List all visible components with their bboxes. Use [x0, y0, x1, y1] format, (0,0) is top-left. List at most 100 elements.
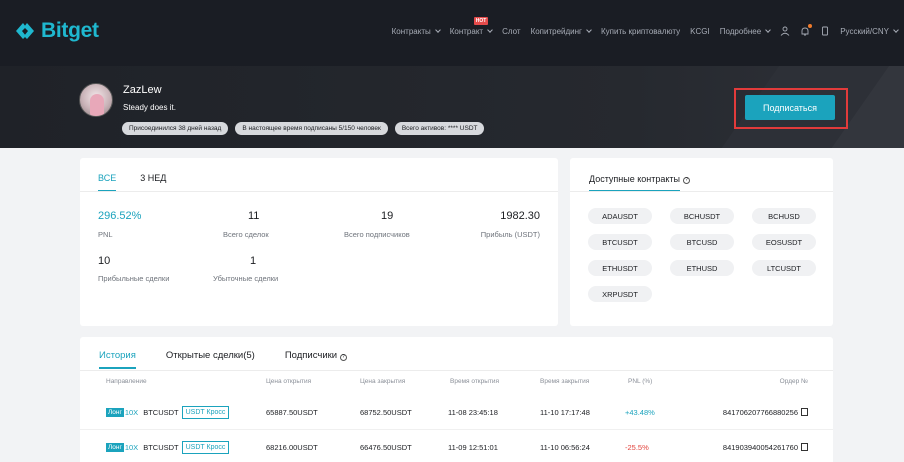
subscribed-pill: В настоящее время подписаны 5/150 челове…	[235, 122, 388, 135]
tab-subscribers-label: Подписчики	[284, 350, 338, 361]
total-subscribers-value: 19	[381, 210, 394, 222]
total-trades-value: 11	[248, 210, 260, 222]
col-close-price: Цена закрытия	[360, 378, 406, 385]
subscribe-highlight	[734, 88, 848, 129]
contract-chip[interactable]: ADAUSDT	[588, 208, 652, 224]
language-label: Русский/CNY	[840, 26, 889, 36]
chevron-down-icon	[487, 27, 493, 33]
notification-dot	[808, 24, 813, 28]
copy-icon[interactable]	[801, 443, 808, 451]
nav-label: Копитрейдинг	[530, 26, 582, 36]
trade-direction: Лонг 10X BTCUSDT USDT Кросс	[106, 432, 230, 462]
history-card: История Открытые сделки(5) Подписчики ? …	[80, 337, 833, 462]
nav-label: Контракты	[391, 26, 431, 36]
tab-open-trades[interactable]: Открытые сделки(5)	[165, 350, 255, 361]
tab-all[interactable]: ВСЕ	[98, 173, 117, 192]
divider	[570, 191, 833, 192]
nav-contract[interactable]: HOT Контракт	[450, 16, 493, 36]
nav-contracts[interactable]: Контракты	[391, 26, 441, 36]
avatar	[79, 83, 113, 117]
order-number: 841706207766880256	[722, 407, 798, 417]
contracts-title-text: Доступные контракты	[589, 174, 681, 192]
chevron-down-icon	[765, 27, 772, 33]
top-nav: Bitget Контракты HOT Контракт Слот Копитр…	[0, 0, 904, 66]
nav-more[interactable]: Подробнее	[719, 26, 772, 36]
user-icon[interactable]	[780, 26, 790, 36]
col-close-time: Время закрытия	[540, 378, 590, 385]
contract-chip[interactable]: BCHUSDT	[670, 208, 734, 224]
contract-chip[interactable]: EOSUSDT	[752, 234, 816, 250]
losing-trades-label: Убыточные сделки	[213, 274, 279, 283]
col-open-price: Цена открытия	[266, 378, 312, 385]
col-pnl: PNL (%)	[628, 378, 653, 385]
col-direction: Направление	[106, 378, 147, 385]
pnl-value: 296.52%	[98, 210, 142, 222]
bitget-logo[interactable]: Bitget	[14, 19, 99, 43]
nav-label: Купить криптовалюту	[600, 26, 681, 36]
long-badge: Лонг	[106, 442, 124, 452]
available-contracts-card: Доступные контракты ? ADAUSDT BCHUSDT BC…	[570, 158, 833, 326]
nav-buy-crypto[interactable]: Купить криптовалюту	[601, 27, 680, 36]
brand-name: Bitget	[41, 19, 99, 42]
history-tabs: История Открытые сделки(5) Подписчики ?	[99, 350, 347, 369]
nav-label: KCGI	[690, 26, 710, 36]
close-time: 11-10 06:56:24	[540, 442, 590, 452]
help-icon[interactable]: ?	[683, 176, 691, 184]
contract-chip[interactable]: BTCUSDT	[588, 234, 652, 250]
pnl-value: +43.48%	[625, 407, 655, 417]
joined-pill: Присоединился 38 дней назад	[122, 122, 229, 135]
chevron-down-icon	[586, 27, 592, 33]
profit-label: Прибыль (USDT)	[480, 230, 540, 239]
open-price: 68216.00USDT	[266, 442, 318, 452]
contract-chip[interactable]: BTCUSD	[670, 234, 734, 250]
col-open-time: Время открытия	[450, 378, 500, 385]
nav-kcgi[interactable]: KCGI	[690, 27, 710, 36]
language-selector[interactable]: Русский/CNY	[840, 26, 899, 36]
nav-menu: Контракты HOT Контракт Слот Копитрейдинг …	[391, 16, 899, 36]
close-price: 68752.50USDT	[360, 407, 412, 417]
margin-mode-badge: USDT Кросс	[181, 440, 230, 454]
order-number: 841903940054261760	[722, 442, 798, 452]
divider	[80, 191, 558, 192]
table-row[interactable]: Лонг 10X BTCUSDT USDT Кросс 68216.00USDT…	[80, 432, 833, 462]
nav-slot[interactable]: Слот	[502, 27, 520, 36]
table-row[interactable]: Лонг 10X BTCUSDT USDT Кросс 65887.50USDT…	[80, 397, 833, 427]
contract-chip[interactable]: ETHUSDT	[588, 260, 652, 276]
tab-history[interactable]: История	[99, 350, 136, 369]
open-time: 11-08 23:45:18	[448, 407, 498, 417]
open-price: 65887.50USDT	[266, 407, 318, 417]
contract-chip[interactable]: LTCUSDT	[752, 260, 816, 276]
order-id: 841903940054261760	[723, 432, 808, 462]
col-order: Ордер №	[779, 378, 808, 385]
divider	[80, 370, 833, 371]
bell-icon[interactable]	[800, 24, 813, 36]
symbol: BTCUSDT	[143, 407, 179, 417]
chevron-down-icon	[893, 27, 899, 33]
symbol: BTCUSDT	[143, 442, 179, 452]
tab-3-weeks[interactable]: 3 НЕД	[140, 173, 167, 183]
margin-mode-badge: USDT Кросс	[181, 405, 230, 419]
nav-copytrading[interactable]: Копитрейдинг	[530, 26, 592, 36]
copy-icon[interactable]	[801, 408, 808, 416]
phone-icon[interactable]	[820, 26, 830, 36]
profit-value: 1982.30	[500, 210, 540, 222]
pnl-value: -25.5%	[625, 442, 649, 452]
subscribe-button[interactable]: Подписаться	[745, 95, 835, 120]
order-id: 841706207766880256	[723, 397, 808, 427]
nav-label: Подробнее	[719, 26, 762, 36]
user-motto: Steady does it.	[123, 103, 176, 112]
close-price: 66476.50USDT	[360, 442, 412, 452]
nav-label: Слот	[502, 26, 521, 36]
contracts-title: Доступные контракты ?	[589, 174, 691, 192]
help-icon[interactable]: ?	[339, 353, 347, 361]
profitable-trades-value: 10	[98, 255, 111, 267]
avatar-figure	[90, 94, 104, 116]
stats-card: ВСЕ 3 НЕД 296.52% PNL 11 Всего сделок 19…	[80, 158, 558, 326]
tab-subscribers[interactable]: Подписчики ?	[285, 350, 347, 369]
contract-chip[interactable]: XRPUSDT	[588, 286, 652, 302]
contract-chip[interactable]: ETHUSD	[670, 260, 734, 276]
trade-direction: Лонг 10X BTCUSDT USDT Кросс	[106, 397, 230, 427]
profile-pills: Присоединился 38 дней назад В настоящее …	[122, 122, 485, 135]
contract-chip[interactable]: BCHUSD	[752, 208, 816, 224]
open-time: 11-09 12:51:01	[448, 442, 498, 452]
